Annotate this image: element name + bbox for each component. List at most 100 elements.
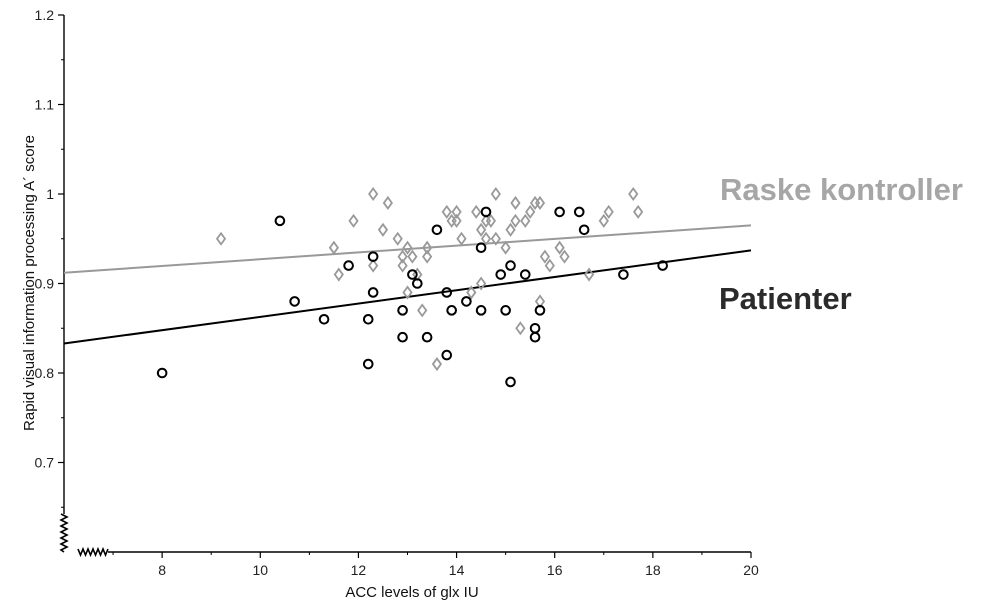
- control-point: [520, 213, 531, 228]
- x-tick-label: 8: [158, 562, 166, 578]
- control-point: [628, 186, 639, 202]
- y-tick-label: 0.9: [35, 276, 55, 292]
- control-point: [402, 285, 413, 300]
- control-point: [490, 231, 501, 246]
- control-point: [368, 258, 379, 273]
- patient-point: [289, 296, 300, 307]
- control-point: [397, 258, 408, 273]
- control-point: [475, 276, 487, 291]
- control-point: [333, 267, 344, 282]
- x-tick-label: 14: [449, 562, 465, 578]
- control-point: [500, 240, 511, 255]
- control-point: [544, 258, 555, 273]
- x-axis-title: ACC levels of glx IU: [345, 584, 478, 601]
- control-point: [485, 213, 497, 228]
- patient-point: [441, 349, 453, 361]
- patient-point: [495, 269, 507, 280]
- patient-point: [461, 296, 472, 307]
- patient-point: [554, 206, 565, 218]
- control-point: [422, 240, 433, 255]
- control-point: [377, 222, 389, 237]
- patient-point: [657, 260, 668, 271]
- control-point: [490, 186, 501, 202]
- y-axis-title: Rapid visual information processing A´ s…: [21, 135, 38, 431]
- control-point: [422, 249, 433, 264]
- patient-point: [397, 331, 408, 343]
- y-tick-label: 1: [46, 186, 54, 202]
- patient-point: [500, 305, 511, 316]
- control-point: [633, 204, 644, 219]
- patient-point: [505, 376, 516, 388]
- patient-point: [505, 260, 516, 271]
- control-point: [559, 249, 570, 264]
- control-point: [598, 213, 609, 228]
- x-axis-ticks: 8 10 12 14 16 18 20: [112, 552, 759, 578]
- patient-point: [367, 251, 379, 262]
- control-point: [471, 204, 482, 219]
- patient-point: [431, 224, 443, 236]
- patient-point: [343, 260, 354, 271]
- control-point: [451, 213, 462, 228]
- control-point: [392, 231, 403, 246]
- patient-point: [407, 269, 418, 280]
- patient-point: [412, 278, 423, 289]
- patient-point: [573, 206, 585, 218]
- y-tick-label: 1.2: [35, 7, 55, 23]
- control-point: [510, 195, 521, 210]
- axes: [59, 15, 751, 558]
- x-tick-label: 16: [547, 562, 563, 578]
- control-point: [451, 204, 462, 219]
- patient-point: [156, 367, 168, 379]
- patient-point: [318, 314, 330, 325]
- control-point: [475, 222, 487, 237]
- y-tick-label: 1.1: [35, 97, 55, 113]
- control-point: [456, 231, 467, 246]
- x-tick-label: 10: [252, 562, 268, 578]
- control-point: [417, 303, 428, 318]
- patient-point: [578, 224, 590, 236]
- patient-point: [421, 331, 433, 343]
- control-point: [348, 213, 359, 228]
- control-point: [515, 321, 526, 336]
- patient-point: [475, 242, 487, 253]
- patient-point: [441, 287, 453, 298]
- patient-point: [274, 215, 286, 227]
- patient-point: [534, 305, 546, 316]
- control-point: [431, 357, 443, 372]
- controls-trend-line: [63, 224, 752, 274]
- control-point: [328, 240, 340, 255]
- patient-point: [618, 269, 629, 280]
- control-point: [480, 231, 492, 246]
- patient-point: [529, 322, 541, 334]
- patients-series-label: Patienter: [719, 281, 852, 316]
- x-tick-label: 12: [351, 562, 367, 578]
- control-point: [466, 285, 477, 300]
- control-point: [215, 231, 227, 246]
- patient-point: [529, 331, 541, 343]
- patient-point: [397, 305, 408, 316]
- control-point: [510, 213, 521, 228]
- control-point: [397, 249, 408, 264]
- control-point: [441, 204, 452, 219]
- y-axis-break-mark: [59, 513, 69, 553]
- y-tick-label: 0.7: [35, 455, 55, 471]
- patient-point: [480, 206, 492, 218]
- patient-point: [519, 269, 531, 280]
- control-point: [583, 267, 595, 282]
- control-point: [402, 240, 413, 255]
- control-point: [368, 186, 379, 202]
- y-tick-label: 0.8: [35, 365, 55, 381]
- x-tick-label: 20: [743, 562, 759, 578]
- control-point: [539, 249, 551, 264]
- x-tick-label: 18: [645, 562, 661, 578]
- data-points: [156, 186, 668, 388]
- patient-point: [367, 287, 379, 298]
- controls-series-label: Raske kontroller: [720, 172, 963, 207]
- control-point: [525, 204, 536, 219]
- control-point: [554, 240, 565, 255]
- x-axis-break-mark: [77, 546, 109, 558]
- patient-point: [475, 305, 487, 316]
- y-axis-ticks: 0.7 0.8 0.9 1 1.1 1.2: [35, 7, 64, 508]
- control-point: [407, 249, 418, 264]
